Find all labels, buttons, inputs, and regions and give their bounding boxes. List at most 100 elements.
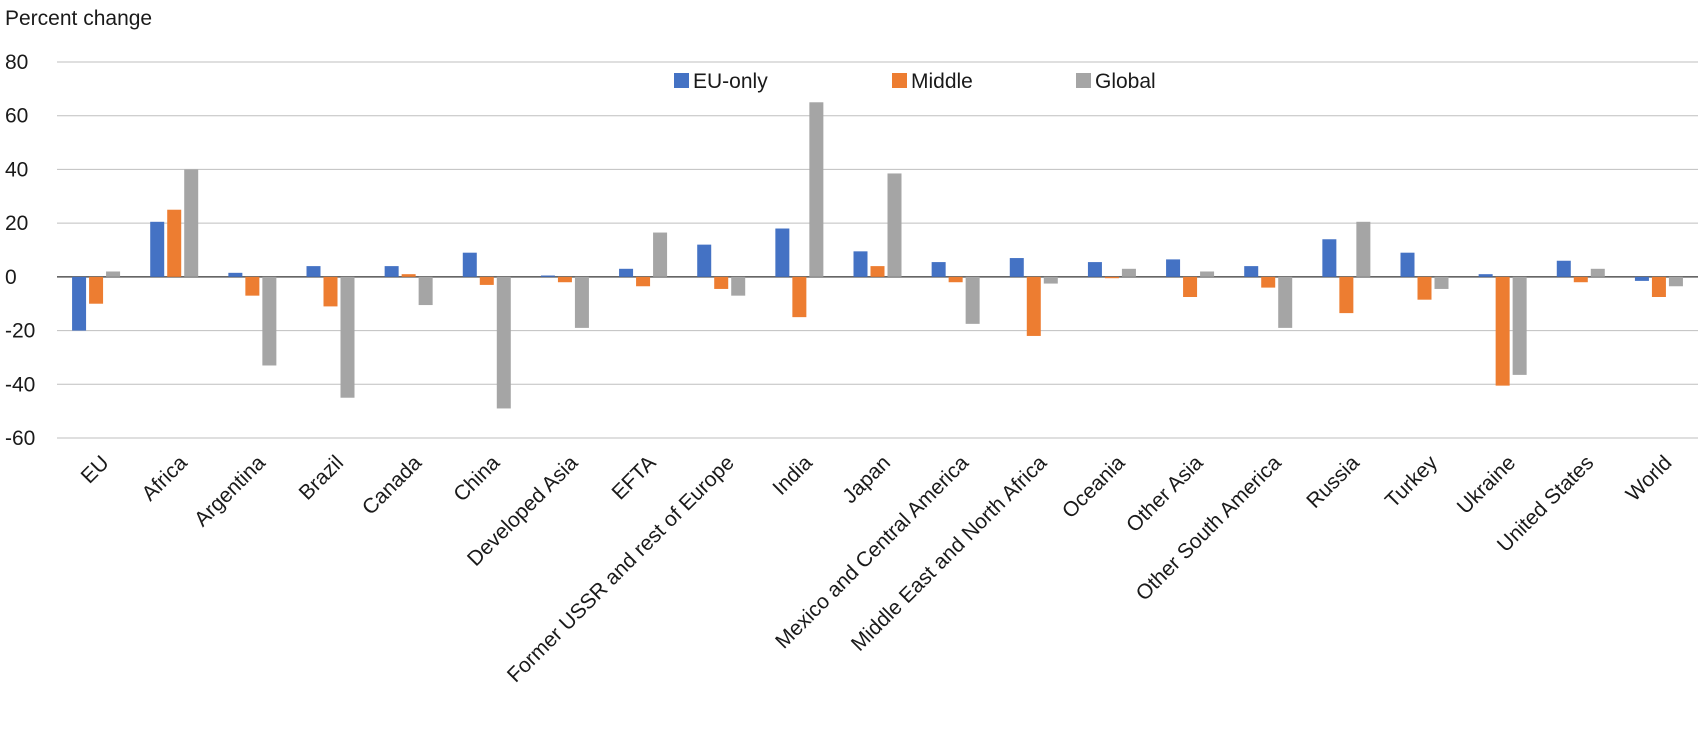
bar-global [1434,276,1449,289]
bar-eu-only [462,252,477,277]
bar-middle [401,274,416,277]
x-tick-label: Other Asia [1122,451,1208,537]
y-tick-label: -40 [5,373,35,396]
legend-swatch [1076,73,1091,88]
bar-global [1590,268,1605,277]
legend-label: Middle [911,70,973,93]
bar-eu-only [150,221,165,277]
legend-swatch [892,73,907,88]
bar-global [106,271,121,277]
bar-eu-only [697,244,712,277]
y-tick-label: 0 [5,266,17,289]
bar-eu-only [1244,266,1259,277]
x-tick-label: Russia [1302,451,1364,513]
y-tick-label: -20 [5,320,35,343]
bar-global [1121,268,1136,277]
bar-middle [1261,276,1276,288]
bar-eu-only [853,251,868,277]
bar-global [1043,276,1058,284]
bar-global [1278,276,1293,328]
bar-middle [1339,276,1354,314]
bar-middle [167,209,182,277]
y-tick-label: 60 [5,105,28,128]
bar-eu-only [1478,274,1493,277]
bar-global [418,276,433,306]
legend-item: Middle [892,70,973,93]
bar-eu-only [1009,258,1024,277]
bar-eu-only [306,266,321,277]
bar-middle [89,276,104,304]
bar-eu-only [540,275,555,277]
bar-global [731,276,746,296]
x-tick-label: EFTA [607,451,660,504]
bar-eu-only [1166,259,1181,277]
bar-middle [245,276,260,296]
bar-global [1200,271,1215,277]
y-tick-label: 40 [5,158,28,181]
bar-middle [557,276,572,283]
bar-global [1356,221,1371,277]
bar-eu-only [931,262,946,277]
y-tick-label: 20 [5,212,28,235]
bar-middle [1417,276,1432,300]
bar-middle [1495,276,1510,386]
bar-middle [870,266,885,277]
legend-item: EU-only [674,70,768,93]
y-tick-label: 80 [5,51,28,74]
bar-eu-only [1556,260,1571,277]
bar-eu-only [384,266,399,277]
y-axis-ticks: 80 60 40 20 0 -20 -40 -60 [5,51,35,450]
bar-eu-only [1400,252,1415,277]
bar-global [574,276,589,328]
legend-label: EU-only [693,70,768,93]
bars [72,102,1683,409]
legend-label: Global [1095,70,1156,93]
bar-middle [323,276,338,307]
x-tick-label: Brazil [295,451,348,504]
x-tick-label: World [1622,451,1677,506]
x-tick-label: Africa [138,451,192,505]
bar-middle [1651,276,1666,297]
x-tick-label: Other South America [1132,451,1286,605]
x-tick-label: Ukraine [1453,451,1520,518]
bar-eu-only [1634,276,1649,281]
y-axis-label: Percent change [5,7,152,30]
bar-eu-only [1322,239,1337,277]
x-tick-label: Japan [838,451,895,508]
bar-middle [948,276,963,283]
y-tick-label: -60 [5,427,35,450]
bar-middle [792,276,807,318]
x-tick-label: India [768,451,817,500]
bar-eu-only [775,228,790,277]
bar-middle [1573,276,1588,283]
bar-global [809,102,824,277]
bar-middle [1104,276,1119,279]
bar-global [262,276,277,366]
x-tick-label: Canada [358,451,427,520]
legend-item: Global [1076,70,1156,93]
bar-global [184,169,199,277]
x-tick-label: Oceania [1058,451,1130,523]
bar-middle [714,276,729,289]
legend-swatch [674,73,689,88]
bar-middle [636,276,651,287]
bar-eu-only [619,268,634,277]
bar-global [1668,276,1683,287]
x-tick-label: Turkey [1381,451,1442,512]
bar-global [496,276,511,409]
bar-global [1512,276,1527,375]
bar-middle [1183,276,1198,297]
bar-eu-only [1087,262,1102,277]
bar-global [653,232,668,277]
bar-eu-only [228,272,243,277]
bar-global [340,276,355,398]
bar-global [887,173,902,277]
gridlines [57,61,1698,439]
x-tick-label: EU [77,451,114,488]
x-tick-label: China [449,451,504,506]
bar-eu-only [72,276,87,331]
bar-middle [479,276,494,285]
